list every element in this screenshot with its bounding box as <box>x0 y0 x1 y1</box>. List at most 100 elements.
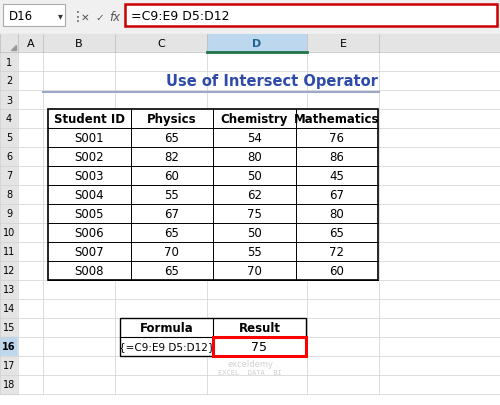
Bar <box>379 243 500 261</box>
Text: 65: 65 <box>330 226 344 239</box>
Text: C: C <box>157 39 165 49</box>
Bar <box>379 129 500 148</box>
Bar <box>207 224 307 243</box>
Bar <box>379 110 500 129</box>
Bar <box>18 110 43 129</box>
Text: 5: 5 <box>6 133 12 143</box>
Bar <box>207 72 307 91</box>
Text: 50: 50 <box>247 226 262 239</box>
Text: {=C9:E9 D5:D12}: {=C9:E9 D5:D12} <box>119 342 214 352</box>
Bar <box>0 375 18 394</box>
Bar <box>48 110 378 280</box>
Bar <box>0 356 18 375</box>
Text: Student ID: Student ID <box>54 113 125 126</box>
Bar <box>213 337 306 356</box>
Bar <box>43 261 115 280</box>
Bar <box>18 261 43 280</box>
Text: S007: S007 <box>74 245 104 258</box>
Bar <box>43 53 115 72</box>
Polygon shape <box>11 46 16 51</box>
Bar <box>0 205 18 224</box>
Text: Chemistry: Chemistry <box>220 113 288 126</box>
Bar <box>207 129 307 148</box>
Bar <box>115 375 207 394</box>
Bar <box>115 280 207 299</box>
Bar <box>307 375 379 394</box>
Bar <box>379 280 500 299</box>
Bar <box>207 166 307 185</box>
Bar <box>307 53 379 72</box>
Bar <box>18 243 43 261</box>
Text: B: B <box>75 39 83 49</box>
Bar <box>18 337 43 356</box>
Bar <box>0 337 18 356</box>
Text: 55: 55 <box>164 189 179 202</box>
Bar <box>307 110 379 129</box>
Bar <box>307 224 379 243</box>
Text: 45: 45 <box>330 170 344 183</box>
Text: S005: S005 <box>74 207 104 220</box>
Text: 7: 7 <box>6 171 12 181</box>
Bar <box>379 166 500 185</box>
Text: 55: 55 <box>247 245 262 258</box>
Bar <box>115 224 207 243</box>
Bar <box>379 91 500 110</box>
Bar <box>379 72 500 91</box>
Bar <box>115 261 207 280</box>
Bar <box>379 205 500 224</box>
Bar <box>379 356 500 375</box>
Bar <box>43 356 115 375</box>
Bar <box>18 205 43 224</box>
Bar <box>3 5 65 27</box>
Text: Physics: Physics <box>147 113 196 126</box>
Text: 65: 65 <box>164 264 179 277</box>
Bar <box>115 337 207 356</box>
Bar <box>207 280 307 299</box>
Bar <box>379 148 500 166</box>
Text: S001: S001 <box>74 132 104 145</box>
Text: 62: 62 <box>247 189 262 202</box>
Bar <box>379 375 500 394</box>
Text: 86: 86 <box>330 151 344 164</box>
Text: 80: 80 <box>247 151 262 164</box>
Bar <box>379 53 500 72</box>
Bar <box>43 148 115 166</box>
Text: 65: 65 <box>164 226 179 239</box>
Bar <box>115 318 207 337</box>
Bar <box>379 299 500 318</box>
Bar <box>207 185 307 205</box>
Text: A: A <box>26 39 34 49</box>
Text: ▾: ▾ <box>58 11 62 21</box>
Bar <box>115 205 207 224</box>
Bar <box>18 72 43 91</box>
Bar <box>0 185 18 205</box>
Bar <box>115 129 207 148</box>
Bar <box>120 318 306 356</box>
Text: 14: 14 <box>3 304 15 314</box>
Text: 80: 80 <box>330 207 344 220</box>
Bar <box>307 356 379 375</box>
Bar <box>18 166 43 185</box>
Bar <box>0 261 18 280</box>
Bar <box>307 148 379 166</box>
Text: 70: 70 <box>247 264 262 277</box>
Text: D: D <box>252 39 262 49</box>
Text: 11: 11 <box>3 247 15 257</box>
Text: S003: S003 <box>74 170 104 183</box>
Bar <box>18 148 43 166</box>
Text: 50: 50 <box>247 170 262 183</box>
Bar <box>43 91 115 110</box>
Bar <box>0 35 500 53</box>
Text: =C9:E9 D5:D12: =C9:E9 D5:D12 <box>131 9 230 22</box>
Bar <box>0 148 18 166</box>
Bar <box>307 280 379 299</box>
Text: 82: 82 <box>164 151 179 164</box>
Bar <box>18 318 43 337</box>
Bar <box>207 375 307 394</box>
Text: 18: 18 <box>3 379 15 390</box>
Bar <box>43 299 115 318</box>
Bar <box>18 299 43 318</box>
Text: 8: 8 <box>6 190 12 200</box>
Bar <box>207 261 307 280</box>
Bar <box>43 205 115 224</box>
